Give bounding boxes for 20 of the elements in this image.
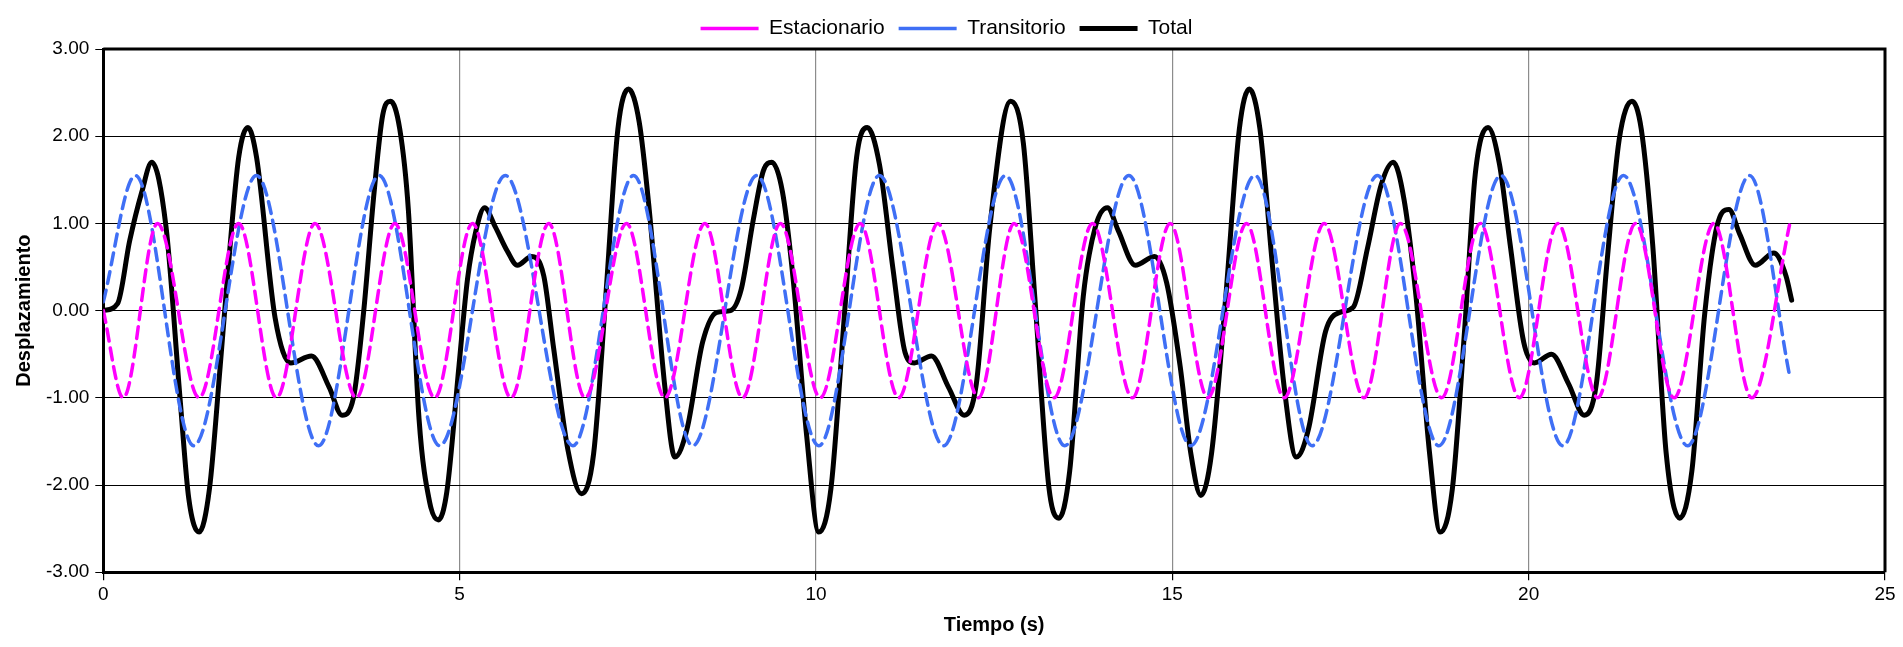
y-tick-label: 3.00 — [52, 37, 90, 59]
x-tick-label: 20 — [1518, 582, 1540, 604]
x-tick-label: 10 — [805, 582, 827, 604]
legend-label: Transitorio — [967, 15, 1066, 39]
x-tick-label: 0 — [98, 582, 109, 604]
y-tick-label: -2.00 — [45, 473, 90, 495]
y-tick-label: -3.00 — [45, 560, 90, 582]
y-tick-label: 2.00 — [52, 124, 90, 146]
y-axis-title: Desplazamiento — [11, 234, 34, 387]
y-tick-label: 1.00 — [52, 211, 90, 233]
line-series — [103, 173, 1792, 448]
line-series — [103, 221, 1792, 400]
x-axis-title: Tiempo (s) — [943, 612, 1045, 635]
x-tick-label: 25 — [1874, 582, 1896, 604]
legend-label: Estacionario — [769, 15, 885, 39]
x-tick-label: 5 — [454, 582, 465, 604]
y-tick-label: 0.00 — [52, 298, 90, 320]
x-tick-label: 15 — [1161, 582, 1183, 604]
legend-label: Total — [1148, 15, 1193, 39]
y-tick-label: -1.00 — [45, 386, 90, 408]
